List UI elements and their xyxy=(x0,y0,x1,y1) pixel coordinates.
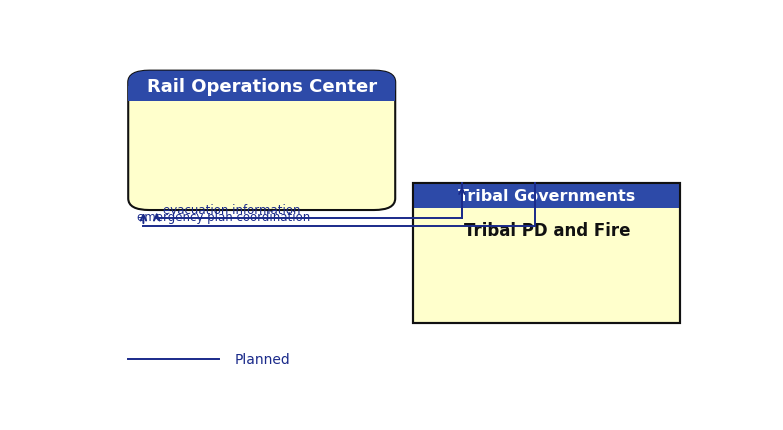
Text: Tribal Governments: Tribal Governments xyxy=(458,189,636,204)
Text: Planned: Planned xyxy=(234,353,290,366)
FancyBboxPatch shape xyxy=(128,71,395,211)
Bar xyxy=(413,184,680,323)
Bar xyxy=(128,86,395,101)
Text: evacuation information: evacuation information xyxy=(163,203,301,216)
FancyBboxPatch shape xyxy=(128,71,395,101)
Text: emergency plan coordination: emergency plan coordination xyxy=(137,211,311,224)
Text: Tribal PD and Fire: Tribal PD and Fire xyxy=(464,221,630,240)
Bar xyxy=(413,184,680,209)
Bar xyxy=(413,184,680,323)
Text: Rail Operations Center: Rail Operations Center xyxy=(146,77,377,95)
